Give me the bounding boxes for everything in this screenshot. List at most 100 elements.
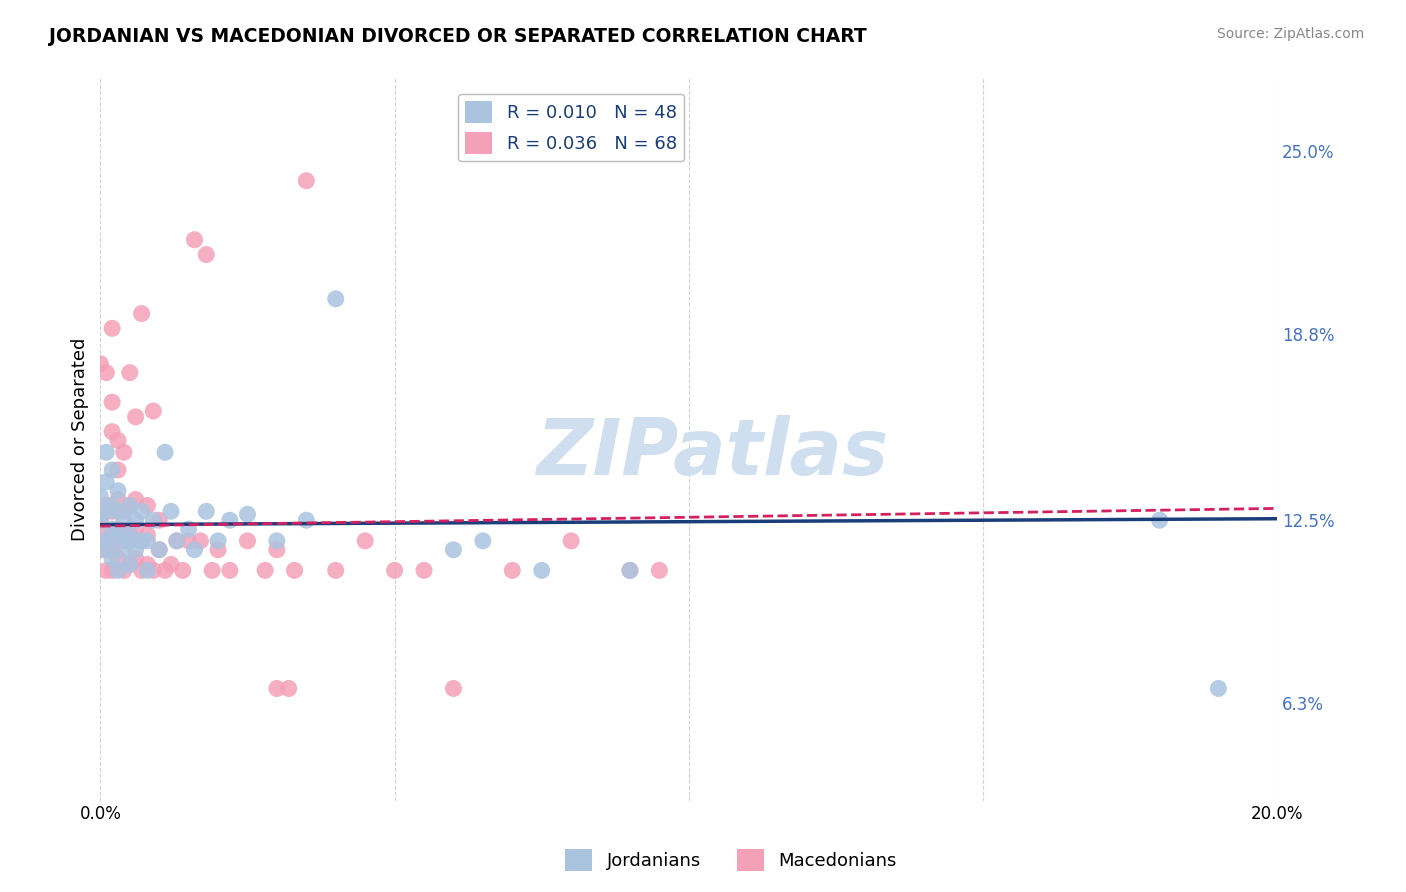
Point [148,542,170,557]
Point [131,533,153,548]
Point [96,445,118,459]
Point [107,563,129,577]
Legend: R = 0.010   N = 48, R = 0.036   N = 68: R = 0.010 N = 48, R = 0.036 N = 68 [458,94,685,161]
Point [183,542,205,557]
Point [101,463,124,477]
Point [131,504,153,518]
Point [325,563,347,577]
Point [96,542,118,557]
Point [112,513,135,527]
Point [183,233,205,247]
Point [266,533,288,548]
Legend: Jordanians, Macedonians: Jordanians, Macedonians [558,842,904,879]
Point [218,513,240,527]
Point [124,492,146,507]
Point [471,533,494,548]
Point [112,563,135,577]
Point [101,542,124,557]
Point [89,490,111,504]
Text: JORDANIAN VS MACEDONIAN DIVORCED OR SEPARATED CORRELATION CHART: JORDANIAN VS MACEDONIAN DIVORCED OR SEPA… [49,27,868,45]
Point [207,542,229,557]
Point [101,551,124,566]
Point [166,533,188,548]
Point [201,563,224,577]
Point [153,563,176,577]
Point [160,558,183,572]
Point [118,499,141,513]
Point [96,563,118,577]
Point [254,563,277,577]
Point [101,425,124,439]
Point [124,551,146,566]
Point [118,558,141,572]
Point [124,522,146,536]
Point [89,533,111,548]
Point [96,533,118,548]
Point [236,533,259,548]
Point [190,533,212,548]
Point [118,533,141,548]
Point [277,681,299,696]
Y-axis label: Divorced or Separated: Divorced or Separated [72,337,89,541]
Point [101,522,124,536]
Point [236,508,259,522]
Point [112,542,135,557]
Point [1149,513,1171,527]
Point [96,366,118,380]
Point [118,528,141,542]
Point [266,542,288,557]
Point [107,434,129,448]
Point [160,504,183,518]
Point [124,409,146,424]
Point [142,404,165,418]
Point [96,475,118,489]
Point [530,563,553,577]
Point [560,533,582,548]
Point [89,357,111,371]
Point [124,513,146,527]
Point [148,513,170,527]
Point [148,542,170,557]
Point [107,522,129,536]
Point [325,292,347,306]
Point [107,483,129,498]
Point [136,558,159,572]
Point [89,513,111,527]
Point [354,533,377,548]
Point [619,563,641,577]
Point [1208,681,1230,696]
Point [131,307,153,321]
Point [101,395,124,409]
Point [101,499,124,513]
Point [131,533,153,548]
Point [153,445,176,459]
Point [96,499,118,513]
Text: Source: ZipAtlas.com: Source: ZipAtlas.com [1216,27,1364,41]
Point [107,463,129,477]
Point [96,528,118,542]
Point [295,174,318,188]
Point [195,247,218,261]
Point [142,513,165,527]
Point [195,504,218,518]
Point [118,558,141,572]
Point [142,563,165,577]
Point [295,513,318,527]
Point [112,445,135,459]
Point [136,533,159,548]
Point [136,563,159,577]
Point [89,513,111,527]
Point [177,522,200,536]
Point [101,321,124,335]
Point [124,542,146,557]
Point [101,563,124,577]
Point [441,681,464,696]
Point [136,528,159,542]
Point [118,366,141,380]
Point [207,533,229,548]
Point [118,528,141,542]
Point [89,542,111,557]
Point [107,551,129,566]
Point [131,563,153,577]
Point [112,533,135,548]
